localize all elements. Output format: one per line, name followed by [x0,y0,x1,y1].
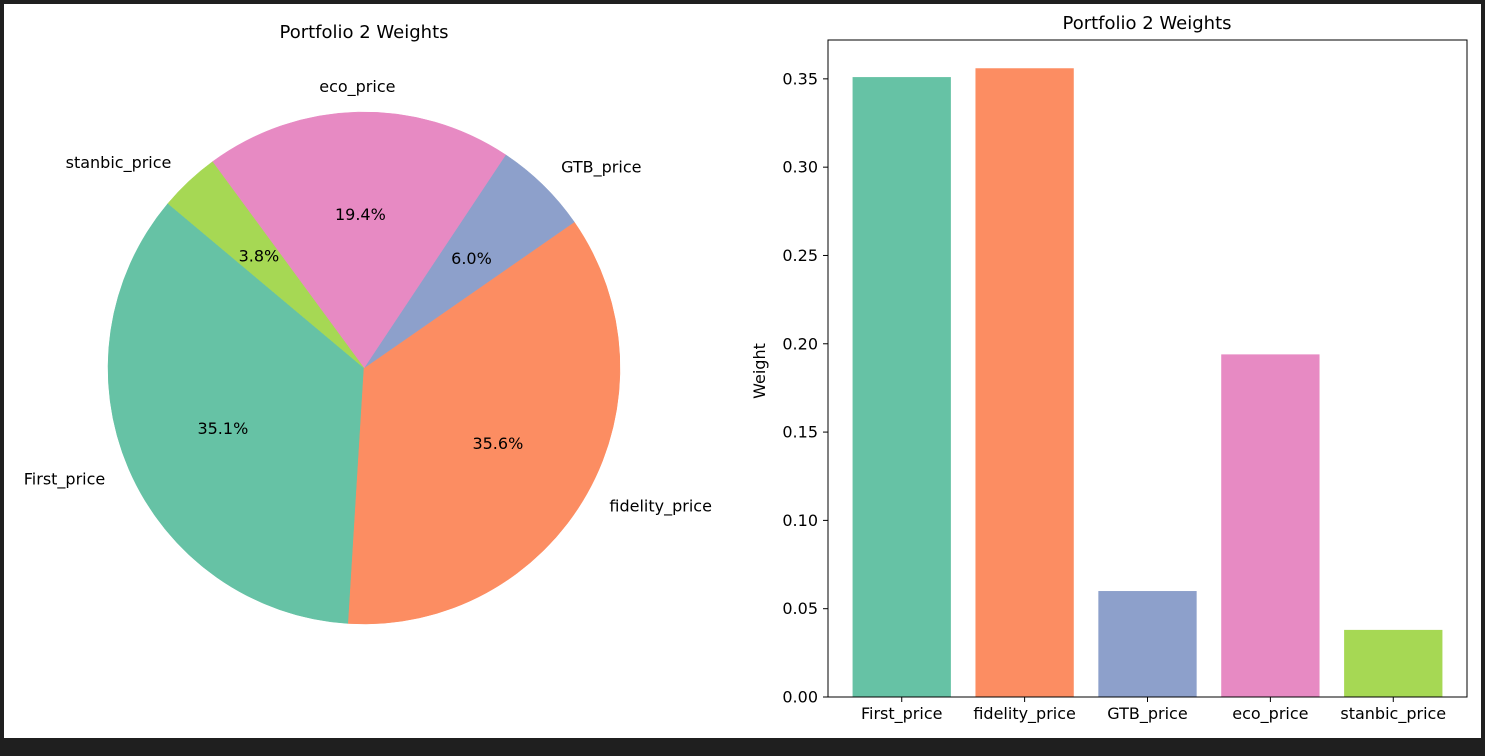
pie-labels: 35.1% First_price 35.6% fidelity_price 6.0% G… [24,77,712,517]
pie-chart-title: Portfolio 2 Weights [279,22,448,43]
pie-label-gtb-price: GTB_price [561,157,641,177]
pie-slice-stanbic-price [167,161,365,369]
x-tick-label-first-price: First_price [861,704,943,724]
pie-percent-gtb-price: 6.0% [451,249,492,268]
y-axis-label: Weight [750,343,769,399]
bar-eco-price [1221,354,1320,697]
bar-gtb-price [1098,591,1197,697]
pie-percent-stanbic-price: 3.8% [239,246,280,265]
pie-percent-first-price: 35.1% [197,419,248,438]
pie-label-first-price: First_price [24,470,106,490]
y-tick-label: 0.05 [782,599,818,618]
x-tick-label-gtb-price: GTB_price [1107,704,1187,724]
pie-slice-first-price [107,203,365,624]
bars [852,68,1443,698]
bar-first-price [852,77,951,698]
axis-ticks: First_price fidelity_price GTB_price eco_pr… [782,69,1446,724]
pie-slices [107,111,621,625]
x-tick-label-eco-price: eco_price [1232,704,1308,724]
x-tick-label-stanbic-price: stanbic_price [1340,704,1446,724]
bar-fidelity-price [975,68,1074,698]
x-tick-label-fidelity-price: fidelity_price [973,704,1076,724]
y-tick-label: 0.20 [782,334,818,353]
bar-chart-title: Portfolio 2 Weights [1062,13,1231,34]
y-tick-label: 0.30 [782,158,818,177]
pie-percent-fidelity-price: 35.6% [472,434,523,453]
y-tick-label: 0.15 [782,423,818,442]
bar-chart: Portfolio 2 Weights Weight First_price fi… [750,13,1468,724]
y-tick-label: 0.00 [782,688,818,707]
pie-label-stanbic-price: stanbic_price [66,153,172,173]
pie-label-eco-price: eco_price [319,77,395,97]
y-tick-label: 0.10 [782,511,818,530]
pie-slice-eco-price [212,111,507,369]
pie-slice-fidelity-price [348,221,621,625]
y-tick-label: 0.35 [782,69,818,88]
pie-chart: Portfolio 2 Weights 35.1% First_price 35.6… [24,22,712,625]
pie-label-fidelity-price: fidelity_price [609,497,712,517]
axes-frame [827,39,1468,698]
bar-stanbic-price [1344,629,1443,697]
pie-percent-eco-price: 19.4% [335,205,386,224]
y-tick-label: 0.25 [782,246,818,265]
